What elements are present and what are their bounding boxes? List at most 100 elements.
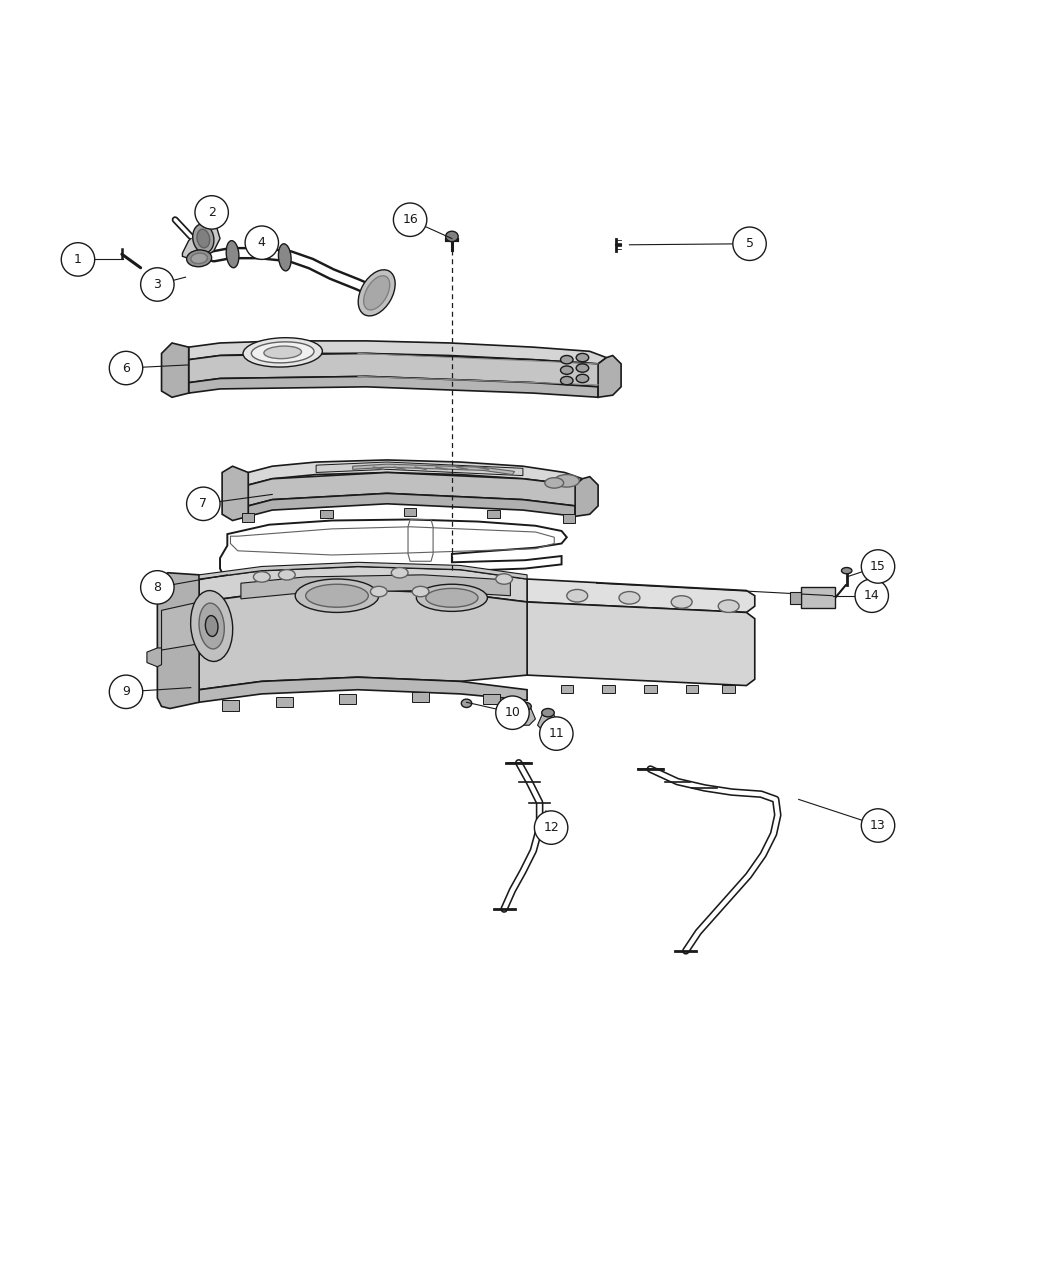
Ellipse shape <box>841 567 852 574</box>
Polygon shape <box>248 493 575 516</box>
Circle shape <box>855 579 888 612</box>
Ellipse shape <box>295 579 379 612</box>
Ellipse shape <box>306 584 369 607</box>
Polygon shape <box>404 507 417 516</box>
Circle shape <box>394 203 426 236</box>
Circle shape <box>245 226 278 259</box>
Circle shape <box>496 696 529 729</box>
Polygon shape <box>483 694 500 704</box>
Polygon shape <box>563 514 575 523</box>
Polygon shape <box>189 376 598 398</box>
Text: 10: 10 <box>505 706 521 719</box>
Polygon shape <box>575 477 598 516</box>
Polygon shape <box>598 356 622 398</box>
Polygon shape <box>413 692 428 703</box>
Ellipse shape <box>620 592 639 604</box>
Ellipse shape <box>671 595 692 608</box>
Text: 5: 5 <box>746 237 754 250</box>
Polygon shape <box>189 353 607 386</box>
Polygon shape <box>801 588 835 608</box>
Circle shape <box>141 268 174 301</box>
Polygon shape <box>561 685 573 692</box>
Ellipse shape <box>496 574 512 584</box>
Circle shape <box>861 808 895 843</box>
Ellipse shape <box>542 709 554 717</box>
Text: 16: 16 <box>402 213 418 226</box>
Circle shape <box>109 352 143 385</box>
Polygon shape <box>686 685 698 692</box>
Ellipse shape <box>358 270 395 316</box>
Ellipse shape <box>206 616 218 636</box>
Ellipse shape <box>561 366 573 375</box>
Ellipse shape <box>191 590 233 662</box>
Polygon shape <box>538 710 559 732</box>
Polygon shape <box>527 579 755 612</box>
Polygon shape <box>248 473 583 506</box>
Ellipse shape <box>243 338 322 367</box>
Ellipse shape <box>567 589 588 602</box>
Text: 1: 1 <box>75 252 82 266</box>
Polygon shape <box>162 602 200 650</box>
Polygon shape <box>189 340 607 363</box>
Polygon shape <box>514 704 536 725</box>
Ellipse shape <box>392 567 408 578</box>
Polygon shape <box>316 462 523 476</box>
Circle shape <box>187 487 220 520</box>
Circle shape <box>733 227 766 260</box>
Polygon shape <box>791 592 801 604</box>
Ellipse shape <box>193 224 214 252</box>
Polygon shape <box>162 343 189 398</box>
Ellipse shape <box>278 570 295 580</box>
Text: 12: 12 <box>543 821 559 834</box>
Circle shape <box>195 195 229 230</box>
Ellipse shape <box>251 342 314 363</box>
Ellipse shape <box>371 586 387 597</box>
Polygon shape <box>200 566 527 602</box>
Ellipse shape <box>278 244 291 270</box>
Ellipse shape <box>197 230 210 247</box>
Circle shape <box>540 717 573 750</box>
Polygon shape <box>200 589 527 690</box>
Polygon shape <box>183 224 220 259</box>
Ellipse shape <box>445 231 458 242</box>
Circle shape <box>109 674 143 709</box>
Ellipse shape <box>413 586 428 597</box>
Ellipse shape <box>264 346 301 358</box>
Polygon shape <box>223 700 238 710</box>
Polygon shape <box>320 510 333 519</box>
Polygon shape <box>339 694 356 704</box>
Polygon shape <box>527 602 755 686</box>
Polygon shape <box>603 685 615 692</box>
Text: 13: 13 <box>870 819 886 833</box>
Ellipse shape <box>554 474 580 487</box>
Text: 6: 6 <box>122 362 130 375</box>
Polygon shape <box>200 562 527 579</box>
Polygon shape <box>200 677 527 703</box>
Text: 11: 11 <box>548 727 564 739</box>
Text: 7: 7 <box>200 497 207 510</box>
Ellipse shape <box>576 375 589 382</box>
Polygon shape <box>242 514 254 521</box>
Text: 14: 14 <box>864 589 880 602</box>
Text: 8: 8 <box>153 581 162 594</box>
Ellipse shape <box>187 250 212 266</box>
Polygon shape <box>276 697 293 708</box>
Polygon shape <box>158 572 200 709</box>
Ellipse shape <box>718 601 739 612</box>
Polygon shape <box>644 685 656 692</box>
Circle shape <box>61 242 94 277</box>
Text: 2: 2 <box>208 205 215 219</box>
Polygon shape <box>223 467 248 520</box>
Ellipse shape <box>417 584 487 612</box>
Circle shape <box>534 811 568 844</box>
Polygon shape <box>248 460 583 484</box>
Polygon shape <box>353 464 514 474</box>
Text: 15: 15 <box>870 560 886 572</box>
Ellipse shape <box>363 275 390 310</box>
Text: 9: 9 <box>122 685 130 699</box>
Ellipse shape <box>226 241 239 268</box>
Circle shape <box>861 550 895 583</box>
Ellipse shape <box>576 353 589 362</box>
Ellipse shape <box>461 699 471 708</box>
Polygon shape <box>240 575 510 599</box>
